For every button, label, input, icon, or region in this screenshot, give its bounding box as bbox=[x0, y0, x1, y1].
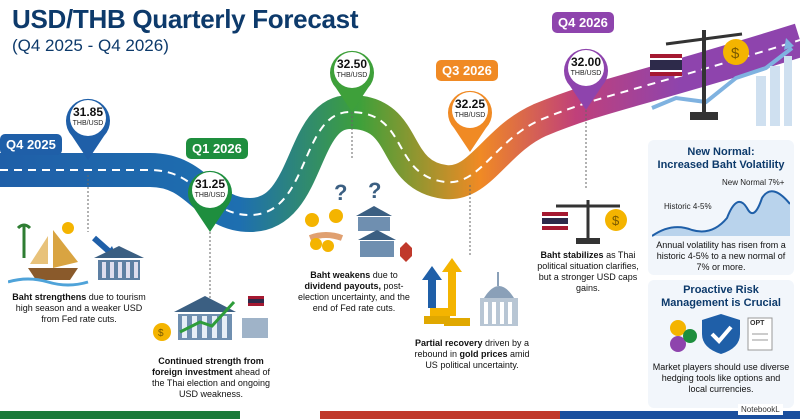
desc-text: due to tourism high season and a weaker … bbox=[15, 292, 146, 324]
desc-text-2: post-election uncertainty, and the end o… bbox=[298, 281, 410, 313]
risk-panel: Proactive Risk Management is Crucial OPT… bbox=[648, 280, 794, 408]
description-q4-2026: Baht stabilizes as Thai political situat… bbox=[534, 250, 642, 294]
desc-bold-1: Partial recovery bbox=[414, 338, 483, 348]
volatility-label-new: New Normal 7%+ bbox=[722, 178, 785, 187]
opt-label: OPT bbox=[750, 320, 765, 327]
volatility-chart bbox=[652, 190, 790, 237]
risk-title-line1: Proactive Risk bbox=[683, 284, 759, 296]
pin-q3-2026: 32.25 THB/USD bbox=[442, 84, 498, 154]
svg-text:?: ? bbox=[334, 180, 347, 205]
risk-text: Market players should use diverse hedgin… bbox=[652, 362, 790, 394]
brand-watermark: NotebookL bbox=[738, 404, 783, 415]
risk-title-line2: Management is Crucial bbox=[661, 297, 781, 309]
quarter-label-q1-2026: Q1 2026 bbox=[186, 138, 248, 159]
desc-text-1: due to bbox=[370, 270, 398, 280]
pin-unit: THB/USD bbox=[570, 70, 602, 77]
quarter-label-q4-2026: Q4 2026 bbox=[552, 12, 614, 33]
quarter-label-q4-2025: Q4 2025 bbox=[0, 134, 62, 155]
pin-q4-2025: 31.85 THB/USD bbox=[60, 92, 116, 162]
svg-text:?: ? bbox=[368, 178, 381, 203]
pin-unit: THB/USD bbox=[72, 120, 104, 127]
quarter-label-q3-2026: Q3 2026 bbox=[436, 60, 498, 81]
svg-text:$: $ bbox=[731, 45, 740, 62]
page-subtitle: (Q4 2025 - Q4 2026) bbox=[12, 36, 169, 55]
pin-unit: THB/USD bbox=[194, 192, 226, 199]
description-q1-2026: Continued strength from foreign investme… bbox=[146, 356, 276, 400]
description-q2-2026: Baht weakens due to dividend payouts, po… bbox=[296, 270, 412, 314]
desc-text: as Thai political situation clarifies, b… bbox=[537, 250, 639, 293]
volatility-title-line2: Increased Baht Volatility bbox=[657, 159, 785, 171]
investment-illustration: $ bbox=[153, 296, 268, 341]
volatility-label-historic: Historic 4-5% bbox=[664, 202, 712, 211]
pin-q4-2026: 32.00 THB/USD bbox=[558, 42, 614, 112]
desc-text: ahead of the Thai election and ongoing U… bbox=[152, 367, 271, 399]
pin-unit: THB/USD bbox=[336, 72, 368, 79]
volatility-title-line1: New Normal: bbox=[687, 146, 755, 158]
pin-q2-2026: 32.50 THB/USD bbox=[324, 44, 380, 114]
pin-value: 32.00 bbox=[570, 55, 602, 69]
top-right-scale-illustration: $ bbox=[650, 30, 794, 126]
pin-value: 31.25 bbox=[194, 177, 226, 191]
page-title: USD/THB Quarterly Forecast bbox=[12, 4, 359, 34]
pin-q1-2026: 31.25 THB/USD bbox=[182, 164, 238, 234]
svg-text:$: $ bbox=[158, 328, 164, 339]
pin-value: 32.50 bbox=[336, 57, 368, 71]
boat-temple-illustration bbox=[8, 222, 144, 287]
volatility-text: Annual volatility has risen from a histo… bbox=[656, 240, 786, 272]
scale-illustration: $ bbox=[542, 200, 627, 244]
description-q4-2025: Baht strengthens due to tourism high sea… bbox=[10, 292, 148, 325]
shield-icon bbox=[670, 314, 773, 354]
svg-text:$: $ bbox=[612, 213, 620, 228]
desc-bold: Baht strengthens bbox=[12, 292, 87, 302]
desc-text-1: driven by a rebound in bbox=[414, 338, 530, 359]
pin-value: 32.25 bbox=[454, 97, 486, 111]
bottom-color-bar bbox=[0, 411, 800, 419]
desc-bold-2: gold prices bbox=[459, 349, 508, 359]
dividend-illustration: ? ? bbox=[305, 178, 412, 262]
volatility-panel: New Normal: Increased Baht Volatility Ne… bbox=[648, 140, 794, 275]
desc-bold: Continued strength from foreign investme… bbox=[151, 356, 264, 377]
gold-capitol-illustration bbox=[422, 258, 518, 326]
pin-unit: THB/USD bbox=[454, 112, 486, 119]
desc-text-2: amid US political uncertainty. bbox=[425, 349, 530, 370]
desc-bold-1: Baht weakens bbox=[310, 270, 371, 280]
pin-value: 31.85 bbox=[72, 105, 104, 119]
desc-bold-2: dividend payouts, bbox=[304, 281, 381, 291]
description-q3-2026: Partial recovery driven by a rebound in … bbox=[410, 338, 534, 371]
desc-bold: Baht stabilizes bbox=[540, 250, 604, 260]
